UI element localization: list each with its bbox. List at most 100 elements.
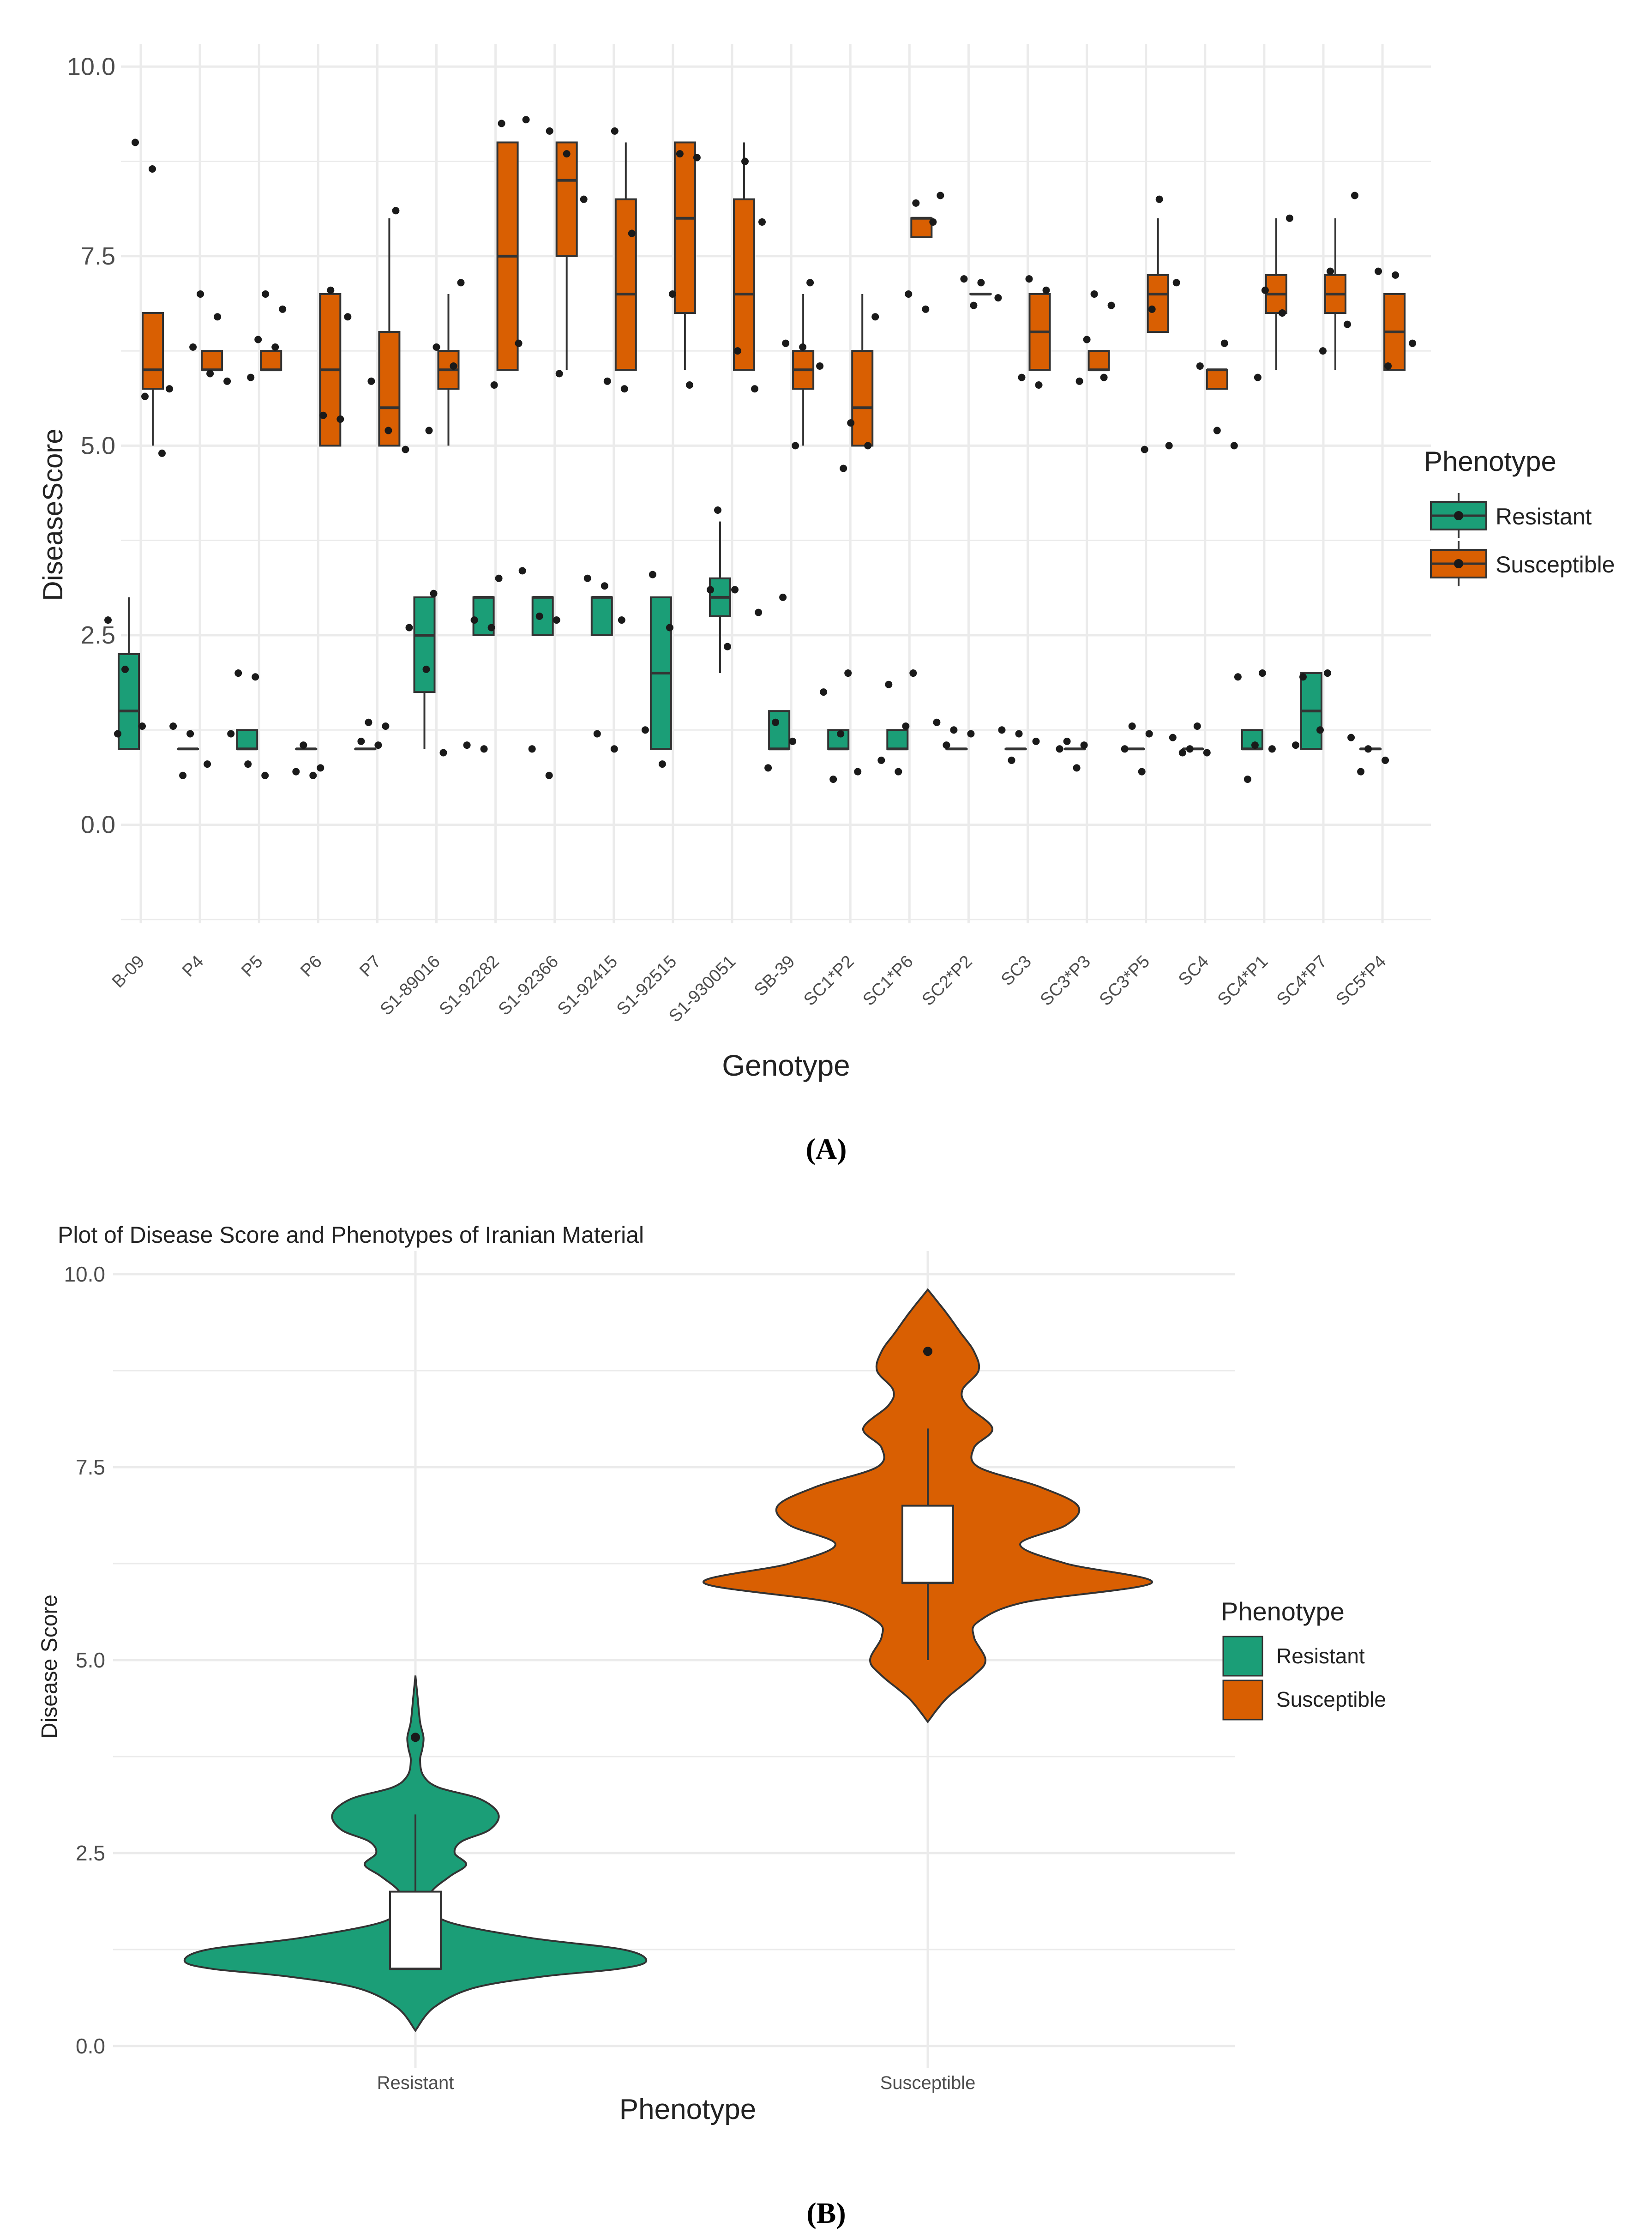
panel-a-y-axis-title: DiseaseScore (37, 428, 68, 601)
box-resistant-s1-92366 (518, 567, 560, 779)
data-point (392, 207, 400, 215)
data-point (820, 688, 828, 696)
data-point (132, 138, 139, 146)
box-resistant-sc3-p3 (1056, 737, 1088, 772)
data-point (731, 586, 739, 594)
box-body (142, 312, 164, 390)
box-susceptible-sb-39 (782, 279, 824, 450)
box-susceptible-p6 (319, 286, 352, 447)
box-susceptible-b-09 (132, 138, 173, 457)
data-point (563, 150, 571, 158)
data-point (970, 301, 978, 309)
box-susceptible-sc4 (1196, 339, 1238, 450)
data-point (515, 339, 523, 347)
box-susceptible-s1-92415 (603, 127, 637, 393)
data-point (1292, 741, 1299, 749)
data-point (141, 392, 149, 400)
data-point (522, 116, 530, 124)
data-point (1324, 669, 1331, 677)
x-tick-label: SC1*P2 (800, 952, 858, 1010)
data-point (837, 730, 845, 738)
data-point (546, 127, 553, 135)
panel-a-chart: 0.02.55.07.510.0 B-09 P4 P5 P6 P7S1-89016S1-… (37, 44, 1615, 1082)
y-tick-label: 0.0 (81, 811, 115, 839)
box-resistant-sc1-p2 (820, 669, 862, 783)
panel-a-x-tick-labels: B-09 P4 P5 P6 P7S1-89016S1-92282S1-92366S1-9… (108, 952, 1390, 1026)
x-tick-label: SC4 (1175, 952, 1213, 990)
box-resistant-s1-92415 (583, 574, 625, 753)
data-point (998, 726, 1006, 734)
data-point (714, 506, 721, 514)
data-point (166, 385, 173, 393)
data-point (1316, 726, 1324, 734)
legend-key-resistant (1430, 493, 1487, 538)
outlier-point (411, 1733, 420, 1742)
y-tick-label: 7.5 (76, 1455, 105, 1479)
data-point (693, 154, 701, 162)
data-point (357, 737, 365, 745)
data-point (186, 730, 194, 738)
y-tick-label: 5.0 (76, 1648, 105, 1672)
data-point (271, 343, 279, 351)
data-point (1213, 427, 1221, 434)
data-point (789, 737, 797, 745)
data-point (1008, 756, 1015, 764)
box-resistant-b-09 (104, 597, 146, 750)
data-point (470, 616, 478, 624)
data-point (977, 279, 985, 287)
x-tick-label: SC1*P6 (859, 952, 917, 1010)
data-point (676, 150, 684, 158)
data-point (658, 760, 666, 768)
data-point (433, 343, 440, 351)
panel-b-title: Plot of Disease Score and Phenotypes of … (58, 1222, 644, 1248)
data-point (244, 760, 252, 768)
data-point (764, 764, 772, 772)
x-tick-label: SC5*P4 (1332, 952, 1390, 1010)
data-point (1121, 745, 1129, 753)
data-point (1384, 362, 1392, 370)
data-point (1392, 271, 1400, 279)
panel-b-legend-title: Phenotype (1221, 1597, 1345, 1626)
data-point (262, 290, 270, 298)
data-point (457, 279, 465, 287)
data-point (252, 673, 259, 681)
box-resistant-s1-89016 (405, 590, 447, 757)
data-point (1344, 320, 1351, 328)
y-tick-label: 7.5 (81, 242, 115, 270)
box-resistant-p4 (169, 722, 211, 779)
data-point (885, 680, 893, 688)
box-susceptible-sc3-p5 (1141, 195, 1180, 453)
box-body (1147, 274, 1169, 333)
data-point (121, 665, 129, 673)
data-point (724, 643, 731, 650)
data-point (628, 229, 636, 237)
panel-label-a: (A) (806, 1132, 847, 1165)
data-point (158, 449, 166, 457)
data-point (490, 381, 498, 389)
box-body (851, 350, 874, 447)
data-point (365, 718, 372, 726)
data-point (1090, 290, 1098, 298)
box-susceptible-sc1-p6 (905, 192, 944, 313)
box-susceptible-s1-92282 (490, 116, 530, 389)
data-point (374, 741, 382, 749)
data-point (1155, 195, 1163, 203)
panel-b-chart: Plot of Disease Score and Phenotypes of … (37, 1222, 1386, 2125)
data-point (1375, 267, 1382, 275)
panel-b-x-tick-labels: Resistant Susceptible (377, 2073, 976, 2093)
box-body (555, 141, 578, 257)
box-body (236, 729, 258, 750)
box-body (768, 710, 791, 750)
data-point (336, 415, 344, 423)
data-point (580, 195, 588, 203)
data-point (545, 771, 553, 779)
x-tick-label: P6 (297, 952, 326, 981)
data-point (1178, 749, 1186, 757)
box-body (614, 198, 637, 371)
box-body (1087, 350, 1110, 371)
box-body (260, 350, 282, 371)
box-susceptible-s1-89016 (425, 279, 465, 446)
data-point (994, 294, 1002, 302)
data-point (840, 464, 847, 472)
